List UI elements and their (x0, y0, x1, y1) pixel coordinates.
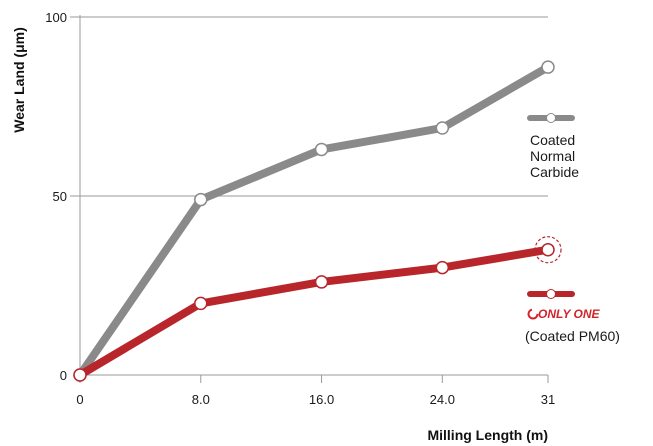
series-1-point-4 (541, 242, 555, 257)
only-one-logo-swirl-icon (527, 308, 539, 320)
grid-lines (70, 15, 548, 383)
y-tick-labels: 0 50 100 (45, 10, 67, 383)
series-0-point-2 (314, 142, 329, 157)
legend-marker-only-one (546, 289, 556, 299)
series-0-point-1 (194, 192, 208, 207)
x-tick-label-1: 8.0 (192, 392, 210, 407)
x-tick-label-3: 24.0 (430, 392, 455, 407)
series-1-highlight-ring (534, 236, 562, 264)
x-axis-title: Milling Length (m) (427, 427, 548, 443)
x-tick-label-0: 0 (76, 392, 83, 407)
series-1-point-1 (194, 296, 208, 311)
y-tick-label-100: 100 (45, 10, 67, 25)
legend-label-coated-carbide: Coated Normal Carbide (530, 132, 579, 180)
x-tick-label-2: 16.0 (309, 392, 334, 407)
legend: Coated Normal Carbide ONLY ONE (Coated PM6… (525, 113, 620, 344)
legend-brand-only-one: ONLY ONE (538, 307, 601, 321)
y-tick-label-50: 50 (53, 189, 67, 204)
only-one-logo: ONLY ONE (527, 307, 601, 321)
legend-label-coated-pm60: (Coated PM60) (525, 328, 620, 344)
series-group (73, 60, 562, 382)
series-0-point-3 (435, 121, 450, 135)
x-tick-label-4: 31 (541, 392, 555, 407)
series-1-point-2 (314, 275, 329, 289)
legend-marker-coated-carbide (546, 113, 556, 123)
legend-label-line-1: Normal (530, 148, 575, 164)
legend-label-line-2: Carbide (530, 164, 579, 180)
y-axis-title: Wear Land (μm) (11, 27, 27, 133)
legend-label-line-0: Coated (530, 132, 575, 148)
series-0-point-4 (541, 60, 555, 74)
series-1-point-0 (73, 368, 87, 382)
y-tick-label-0: 0 (60, 368, 67, 383)
x-tick-labels: 0 8.0 16.0 24.0 31 (76, 375, 555, 407)
series-1-point-3 (435, 260, 450, 275)
